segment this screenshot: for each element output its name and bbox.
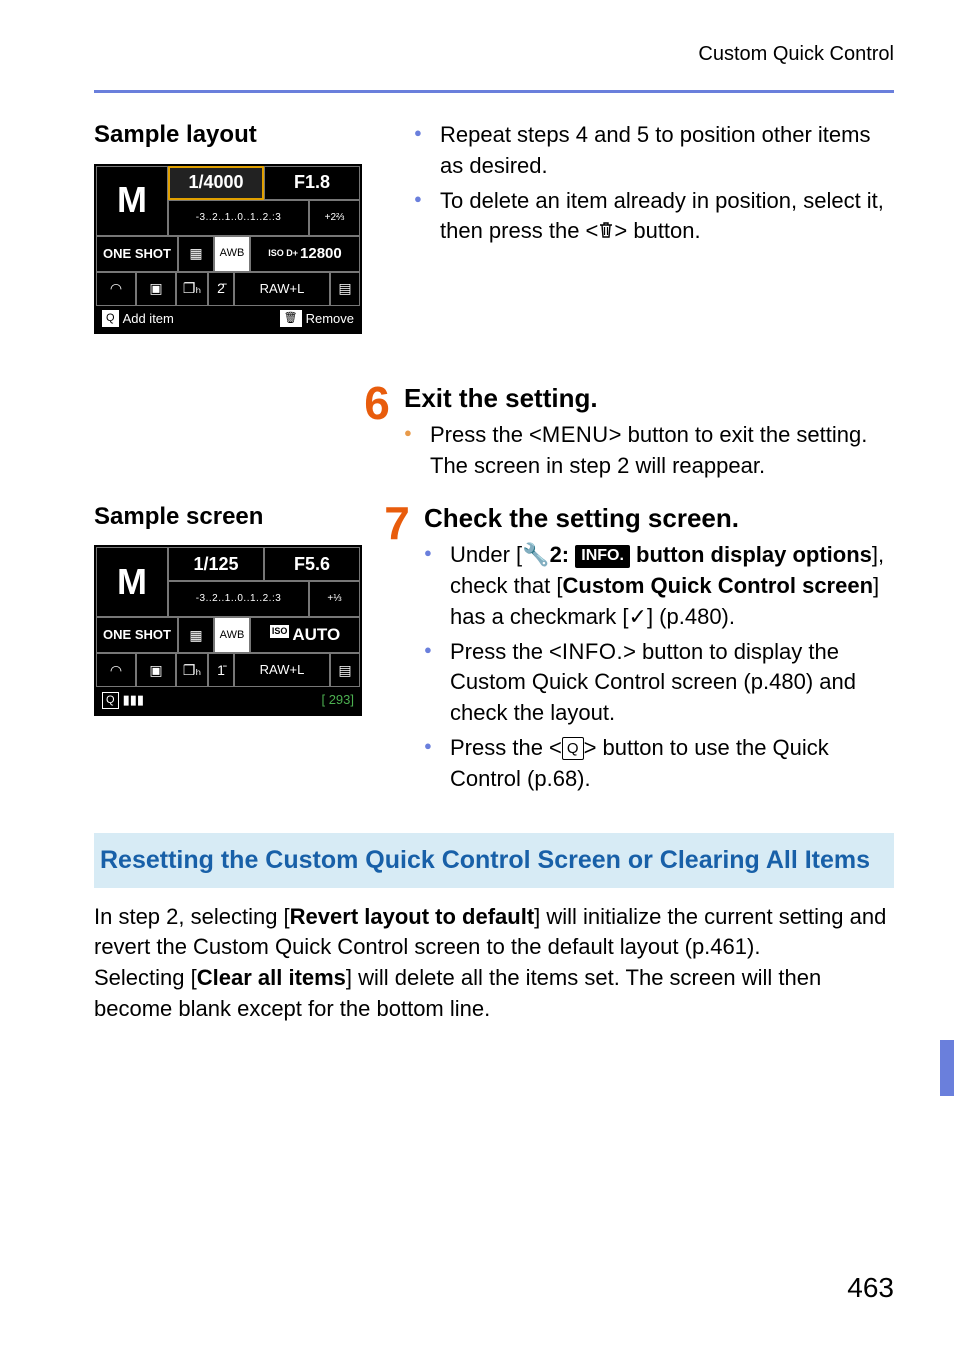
quality-cell-2: RAW+L: [234, 653, 330, 687]
af-point-icon-2: ▦: [178, 617, 214, 653]
ev-badge: +2⅔: [309, 200, 360, 236]
ev-scale: -3..2..1..0..1..2.:3: [168, 200, 309, 236]
picture-style-icon: ▤: [330, 272, 360, 306]
reset-paragraph-2: Selecting [Clear all items] will delete …: [94, 963, 894, 1025]
pre-bullet-1: Repeat steps 4 and 5 to position other i…: [414, 120, 894, 182]
shutter-cell: 1/4000: [168, 166, 264, 200]
wrench-icon: 🔧: [522, 540, 549, 571]
reset-section-heading: Resetting the Custom Quick Control Scree…: [94, 833, 894, 888]
drive-icon-2: ❐ₕ: [176, 653, 208, 687]
page-content: Sample layout M 1/4000 F1.8 -3..2..1..0.…: [94, 118, 894, 1025]
sample-screen-panel: M 1/125 F5.6 -3..2..1..0..1..2.:3 +⅓: [94, 545, 362, 715]
card-icon-2: 1̄: [208, 653, 234, 687]
trash-icon: [598, 217, 614, 248]
awb-icon-2: AWB: [214, 617, 250, 653]
pre-bullet-2: To delete an item already in position, s…: [414, 186, 894, 248]
q-icon: Q: [562, 737, 584, 760]
sample-screen-heading: Sample screen: [94, 500, 394, 534]
iso-cell-2: ISOAUTO: [250, 617, 360, 653]
iso-cell: ISO D+12800: [250, 236, 360, 272]
step-6-title: Exit the setting.: [404, 380, 894, 416]
step-7-bullet-3: Press the <Q> button to use the Quick Co…: [424, 733, 894, 795]
page-number: 463: [847, 1268, 894, 1307]
sample-layout-panel: M 1/4000 F1.8 -3..2..1..0..1..2.:3 +2⅔: [94, 164, 362, 334]
check-icon: ✓: [629, 604, 647, 629]
add-item-label: Add item: [123, 310, 174, 328]
metering-icon: ▣: [136, 272, 176, 306]
ev-scale-2: -3..2..1..0..1..2.:3: [168, 581, 309, 617]
af-point-icon: ▦: [178, 236, 214, 272]
ev-badge-2: +⅓: [309, 581, 360, 617]
card-icon: 2̄: [208, 272, 234, 306]
q-icon-2: Q: [102, 692, 119, 709]
shots-remaining: [ 293]: [321, 691, 354, 709]
q-hint-icon: Q: [102, 310, 119, 327]
reset-paragraph-1: In step 2, selecting [Revert layout to d…: [94, 902, 894, 964]
picture-style-icon-2: ▤: [330, 653, 360, 687]
info-icon: INFO.: [575, 545, 630, 567]
aperture-cell-2: F5.6: [264, 547, 360, 581]
battery-icon: ▮▮▮: [123, 691, 144, 709]
drive-timer-icon: ◠: [96, 272, 136, 306]
shutter-cell-2: 1/125: [168, 547, 264, 581]
info-text: INFO.: [562, 639, 623, 664]
header-breadcrumb: Custom Quick Control: [698, 40, 894, 68]
remove-label: Remove: [306, 310, 354, 328]
drive-timer-icon-2: ◠: [96, 653, 136, 687]
side-tab: [940, 1040, 954, 1096]
awb-icon: AWB: [214, 236, 250, 272]
step-7-title: Check the setting screen.: [424, 500, 894, 536]
sample-layout-heading: Sample layout: [94, 118, 394, 152]
trash-hint-icon: 🗑: [280, 310, 302, 327]
mode-indicator-2: M: [117, 557, 147, 607]
header-rule: [94, 90, 894, 93]
step-6-bullet-1: Press the <MENU> button to exit the sett…: [404, 420, 894, 482]
af-mode-2: ONE SHOT: [96, 617, 178, 653]
step-7-bullet-2: Press the <INFO.> button to display the …: [424, 637, 894, 729]
mode-indicator: M: [117, 175, 147, 225]
quality-cell: RAW+L: [234, 272, 330, 306]
menu-text: MENU: [542, 422, 609, 447]
step-6-number: 6: [360, 380, 394, 426]
metering-icon-2: ▣: [136, 653, 176, 687]
aperture-cell: F1.8: [264, 166, 360, 200]
drive-icon: ❐ₕ: [176, 272, 208, 306]
step-7-number: 7: [380, 500, 414, 546]
step-7-bullet-1: Under [🔧2: INFO. button display options]…: [424, 540, 894, 632]
af-mode: ONE SHOT: [96, 236, 178, 272]
